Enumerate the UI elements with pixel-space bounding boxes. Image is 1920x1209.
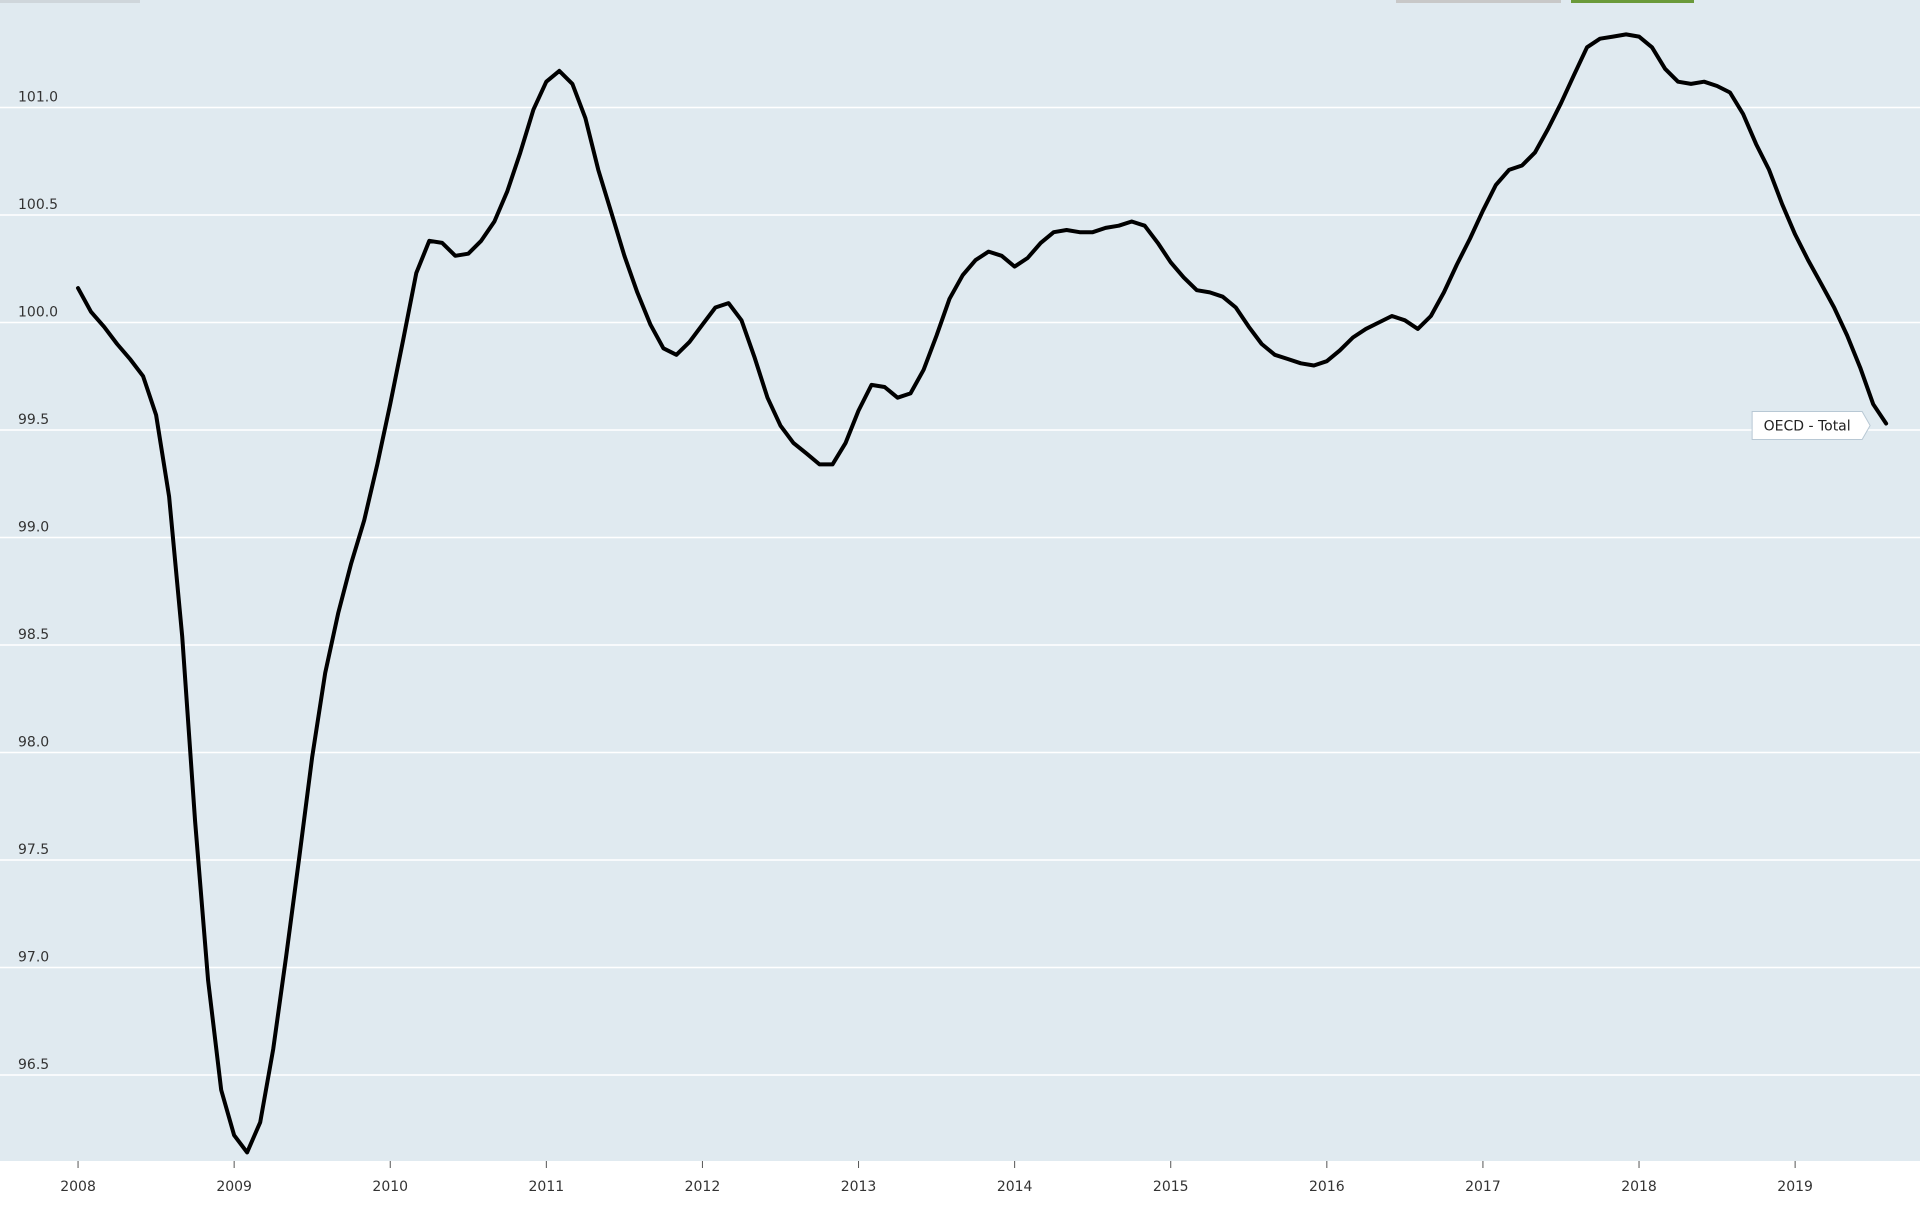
x-tick-label: 2008: [60, 1179, 96, 1195]
x-tick-label: 2009: [216, 1179, 252, 1195]
plot-background: [0, 0, 1920, 1161]
x-tick-label: 2017: [1465, 1179, 1501, 1195]
y-tick-label: 100.5: [18, 197, 58, 213]
x-tick-label: 2019: [1777, 1179, 1813, 1195]
toolbar-button[interactable]: [1571, 0, 1694, 3]
toolbar-edge: [0, 0, 140, 3]
x-tick-label: 2018: [1621, 1179, 1657, 1195]
x-tick-label: 2014: [997, 1179, 1033, 1195]
y-tick-label: 100.0: [18, 305, 58, 321]
y-tick-label: 98.0: [18, 735, 49, 751]
y-tick-label: 97.0: [18, 950, 49, 966]
y-tick-label: 98.5: [18, 627, 49, 643]
y-tick-label: 99.0: [18, 520, 49, 536]
series-label: OECD - Total: [1751, 411, 1871, 441]
series-name: OECD - Total: [1764, 419, 1851, 435]
x-tick-label: 2013: [841, 1179, 877, 1195]
x-tick-label: 2015: [1153, 1179, 1189, 1195]
x-tick-label: 2012: [685, 1179, 721, 1195]
data-line: [76, 32, 1889, 1155]
x-tick-label: 2010: [372, 1179, 408, 1195]
toolbar-button[interactable]: [1396, 0, 1561, 3]
y-tick-label: 101.0: [18, 90, 58, 106]
label-box: [1751, 411, 1871, 441]
y-tick-label: 97.5: [18, 842, 49, 858]
x-tick-label: 2016: [1309, 1179, 1345, 1195]
y-tick-label: 99.5: [18, 412, 49, 428]
x-tick-label: 2011: [529, 1179, 565, 1195]
y-tick-label: 96.5: [18, 1057, 49, 1073]
